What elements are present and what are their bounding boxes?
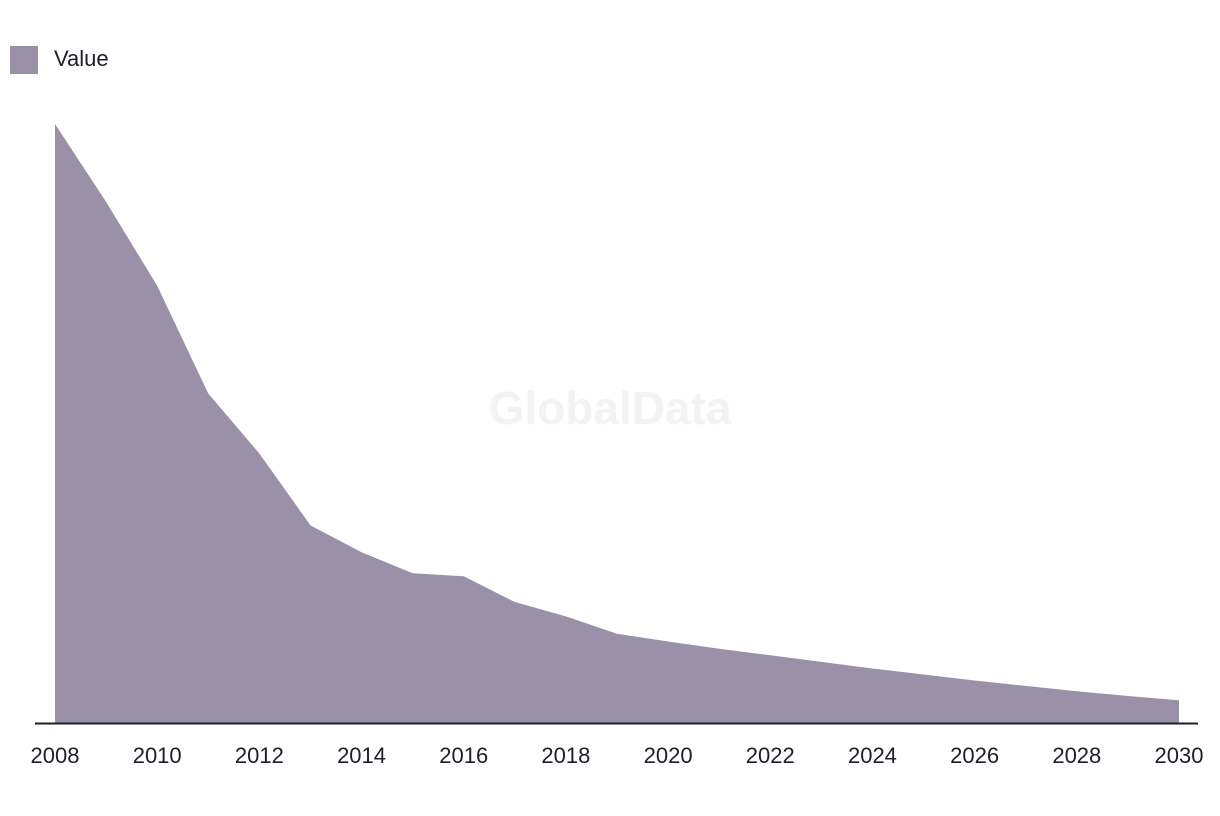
- x-tick-label-2024: 2024: [848, 743, 897, 768]
- x-tick-label-2008: 2008: [31, 743, 80, 768]
- x-tick-label-2014: 2014: [337, 743, 386, 768]
- x-tick-label-2016: 2016: [439, 743, 488, 768]
- x-tick-label-2020: 2020: [644, 743, 693, 768]
- area-series-value: [55, 124, 1179, 723]
- x-axis-ticks: 2008 2010 2012 2014 2016 2018 2020 2022 2024 2026…: [31, 743, 1204, 768]
- x-tick-label-2028: 2028: [1052, 743, 1101, 768]
- legend: Value: [10, 46, 109, 74]
- plot-area: [55, 124, 1179, 723]
- x-tick-label-2030: 2030: [1155, 743, 1204, 768]
- legend-swatch-value: [10, 46, 38, 74]
- x-tick-label-2026: 2026: [950, 743, 999, 768]
- watermark-text: GlobalData: [489, 382, 732, 434]
- x-tick-label-2022: 2022: [746, 743, 795, 768]
- legend-label-value: Value: [54, 46, 109, 71]
- x-tick-label-2012: 2012: [235, 743, 284, 768]
- x-tick-label-2018: 2018: [541, 743, 590, 768]
- x-tick-label-2010: 2010: [133, 743, 182, 768]
